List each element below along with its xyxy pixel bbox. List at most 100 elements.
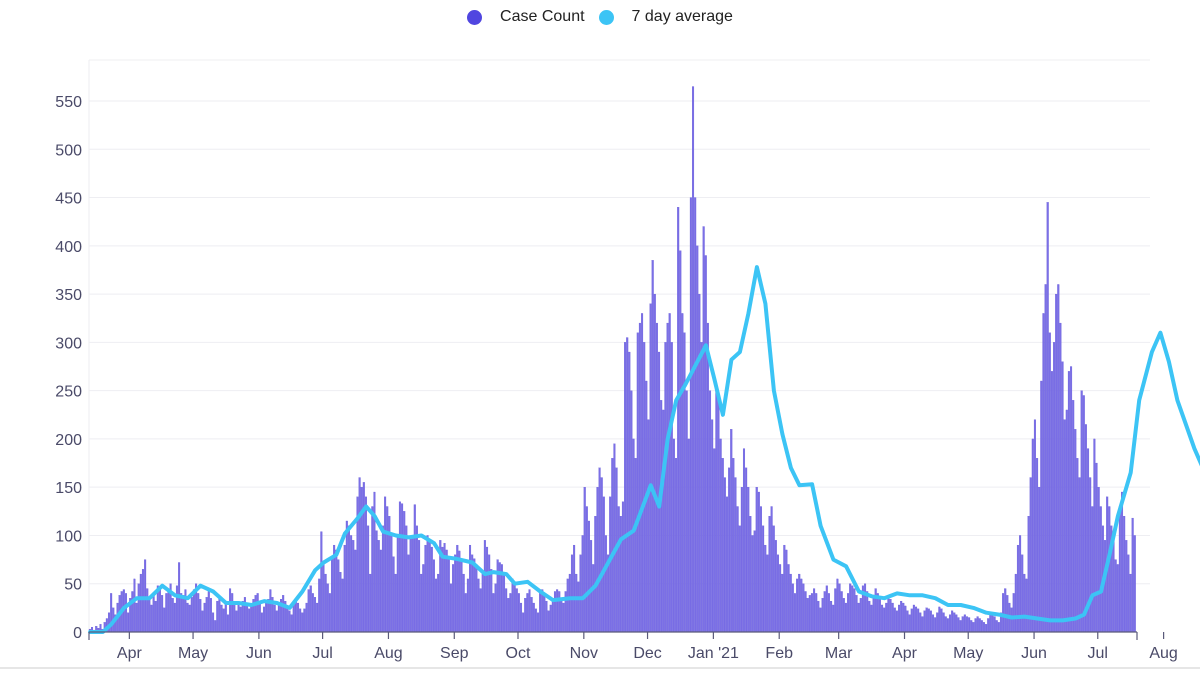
case-count-bar <box>823 591 826 633</box>
case-count-bar <box>277 602 280 633</box>
case-count-bar <box>575 573 578 633</box>
chart-legend: Case Count 7 day average <box>0 8 1200 26</box>
case-count-bar <box>239 606 242 633</box>
case-count-bar <box>205 597 208 633</box>
case-count-bar <box>723 477 726 633</box>
case-count-bar <box>696 245 699 633</box>
case-count-bar <box>698 293 701 633</box>
case-count-bar <box>505 588 508 633</box>
case-count-bar <box>587 520 590 633</box>
x-tick-label: Jul <box>312 645 332 662</box>
case-count-bar <box>946 618 949 633</box>
case-count-bar <box>1023 573 1026 633</box>
case-count-bar <box>889 599 892 633</box>
case-count-bar <box>819 607 822 633</box>
case-count-bar <box>551 598 554 633</box>
case-count-bar <box>836 578 839 633</box>
case-count-bar <box>337 559 340 633</box>
case-count-bar <box>859 598 862 633</box>
case-count-bar <box>883 607 886 633</box>
case-count-bar <box>1080 390 1083 633</box>
case-count-bar <box>375 530 378 633</box>
case-count-bar <box>1093 438 1096 633</box>
case-count-bar <box>1133 535 1136 633</box>
case-count-bar <box>1082 395 1085 633</box>
case-count-bar <box>547 610 550 633</box>
case-count-bar <box>895 610 898 633</box>
case-count-bar <box>509 593 512 633</box>
case-count-bar <box>311 593 314 633</box>
case-count-bar <box>912 604 915 633</box>
case-count-bar <box>543 593 546 633</box>
case-count-bar <box>418 540 421 633</box>
case-count-bar <box>590 540 593 633</box>
case-count-bar <box>817 600 820 633</box>
case-count-bar <box>878 598 881 633</box>
case-count-bar <box>182 595 185 633</box>
case-count-bar <box>919 612 922 633</box>
case-count-bar <box>386 506 389 633</box>
case-count-bar <box>749 516 752 633</box>
case-count-bar <box>779 564 782 633</box>
case-count-bar <box>1057 284 1060 633</box>
y-tick-label: 250 <box>55 384 82 401</box>
case-count-bar <box>675 458 678 633</box>
case-count-bar <box>263 606 266 633</box>
case-count-bar <box>401 503 404 633</box>
case-count-bar <box>668 313 671 633</box>
case-count-bar <box>796 578 799 633</box>
case-count-bar <box>486 546 489 633</box>
x-tick-label: Apr <box>892 645 918 662</box>
case-count-bar <box>1065 409 1068 633</box>
case-count-bar <box>1010 607 1013 633</box>
case-count-bar <box>1040 380 1043 633</box>
case-count-bar <box>742 448 746 633</box>
case-count-bar <box>192 589 195 633</box>
case-count-bar <box>1127 554 1130 633</box>
case-count-bar <box>224 600 227 633</box>
case-count-bar <box>728 467 731 633</box>
x-axis: Apr May Jun Jul Aug Sep Oct Nov Dec Jan '21 Feb Mar… <box>88 631 1178 662</box>
case-count-bar <box>626 337 629 633</box>
case-count-bar <box>301 612 304 633</box>
case-count-bar <box>923 610 926 633</box>
case-count-bar <box>566 578 569 633</box>
case-count-bar <box>864 583 867 633</box>
case-count-bar <box>938 606 941 633</box>
case-count-bar <box>1031 438 1034 633</box>
case-count-bar <box>318 578 321 633</box>
case-count-bar <box>1044 284 1047 633</box>
case-count-bars <box>88 86 1136 633</box>
case-count-bar <box>929 610 932 633</box>
legend-item-case-count[interactable]: Case Count <box>467 8 585 26</box>
case-count-bar <box>341 578 344 633</box>
case-count-bar <box>222 608 225 633</box>
case-count-bar <box>180 593 183 633</box>
case-count-bar <box>528 589 531 633</box>
case-count-bar <box>1004 588 1007 633</box>
case-count-bar <box>621 501 624 633</box>
case-count-bar <box>917 608 920 633</box>
case-count-bar <box>842 598 845 633</box>
case-count-bar <box>798 573 801 633</box>
case-count-bar <box>649 303 652 633</box>
case-count-bar <box>965 616 969 633</box>
case-count-bar <box>524 598 527 633</box>
case-count-bar <box>352 540 355 633</box>
case-count-bar <box>959 620 962 633</box>
case-count-bar <box>553 591 556 633</box>
case-count-bar <box>774 540 777 633</box>
case-count-bar <box>1112 540 1115 633</box>
case-count-bar <box>220 604 223 633</box>
case-count-bar <box>326 583 329 633</box>
legend-item-7-day-average[interactable]: 7 day average <box>598 8 733 26</box>
case-count-bar <box>762 525 765 633</box>
case-count-bar <box>944 616 947 633</box>
case-count-bar <box>290 614 293 633</box>
case-count-bar <box>787 564 790 633</box>
case-count-bar <box>273 604 276 633</box>
case-count-bar <box>522 612 525 633</box>
case-count-bar <box>358 477 361 633</box>
case-count-bar <box>770 506 773 633</box>
case-count-bar <box>367 525 370 633</box>
